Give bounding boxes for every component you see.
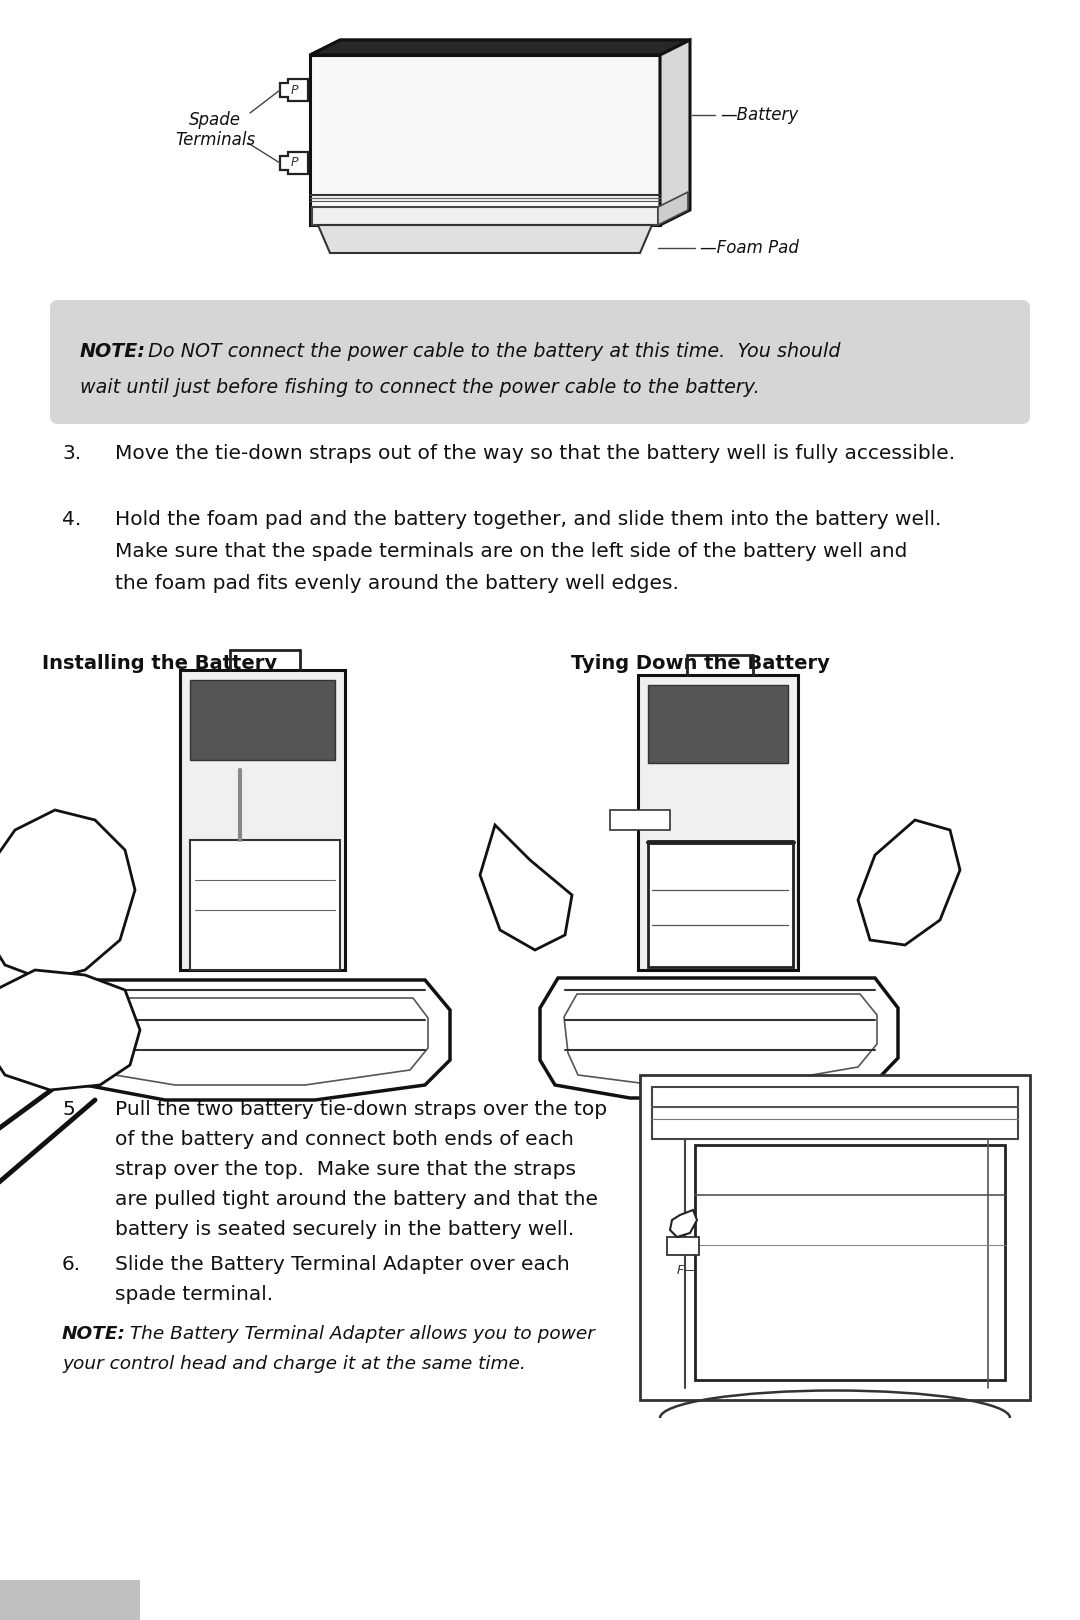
FancyBboxPatch shape <box>648 685 788 763</box>
FancyBboxPatch shape <box>652 1087 1018 1139</box>
Text: P: P <box>291 157 298 170</box>
Text: F—: F— <box>677 1264 697 1277</box>
Text: wait until just before fishing to connect the power cable to the battery.: wait until just before fishing to connec… <box>80 377 759 397</box>
Polygon shape <box>102 998 428 1085</box>
FancyBboxPatch shape <box>0 1580 140 1620</box>
FancyBboxPatch shape <box>648 842 793 967</box>
Text: NOTE:: NOTE: <box>80 342 146 361</box>
Polygon shape <box>564 995 877 1084</box>
Text: spade terminal.: spade terminal. <box>114 1285 273 1304</box>
Text: the foam pad fits evenly around the battery well edges.: the foam pad fits evenly around the batt… <box>114 573 679 593</box>
Text: your control head and charge it at the same time.: your control head and charge it at the s… <box>62 1354 526 1374</box>
Text: strap over the top.  Make sure that the straps: strap over the top. Make sure that the s… <box>114 1160 576 1179</box>
Text: Make sure that the spade terminals are on the left side of the battery well and: Make sure that the spade terminals are o… <box>114 543 907 561</box>
Polygon shape <box>75 980 450 1100</box>
Text: Do NOT connect the power cable to the battery at this time.  You should: Do NOT connect the power cable to the ba… <box>141 342 840 361</box>
Polygon shape <box>310 55 660 225</box>
Text: battery is seated securely in the battery well.: battery is seated securely in the batter… <box>114 1220 575 1239</box>
Text: The Battery Terminal Adapter allows you to power: The Battery Terminal Adapter allows you … <box>124 1325 595 1343</box>
FancyBboxPatch shape <box>640 1076 1030 1400</box>
FancyBboxPatch shape <box>667 1238 699 1256</box>
Polygon shape <box>0 810 135 980</box>
Polygon shape <box>310 40 690 55</box>
Text: —Battery: —Battery <box>720 105 798 125</box>
Text: Hold the foam pad and the battery together, and slide them into the battery well: Hold the foam pad and the battery togeth… <box>114 510 942 530</box>
FancyBboxPatch shape <box>638 676 798 970</box>
Polygon shape <box>858 820 960 944</box>
Polygon shape <box>540 978 897 1098</box>
Polygon shape <box>280 79 308 100</box>
Text: Move the tie-down straps out of the way so that the battery well is fully access: Move the tie-down straps out of the way … <box>114 444 955 463</box>
Text: NOTE:: NOTE: <box>62 1325 126 1343</box>
Polygon shape <box>310 40 690 55</box>
Text: are pulled tight around the battery and that the: are pulled tight around the battery and … <box>114 1191 598 1209</box>
Polygon shape <box>658 193 688 225</box>
Polygon shape <box>670 1210 697 1238</box>
Text: P: P <box>291 84 298 97</box>
Polygon shape <box>660 40 690 225</box>
Text: 3.: 3. <box>62 444 81 463</box>
Text: of the battery and connect both ends of each: of the battery and connect both ends of … <box>114 1131 573 1149</box>
Polygon shape <box>480 825 572 949</box>
Text: Pull the two battery tie-down straps over the top: Pull the two battery tie-down straps ove… <box>114 1100 607 1119</box>
Polygon shape <box>280 152 308 173</box>
Polygon shape <box>0 970 140 1090</box>
Text: 10: 10 <box>57 1591 82 1610</box>
Polygon shape <box>318 225 652 253</box>
Polygon shape <box>312 207 658 225</box>
Text: Installing the Battery: Installing the Battery <box>42 654 278 672</box>
FancyBboxPatch shape <box>696 1145 1005 1380</box>
Text: 4.: 4. <box>62 510 81 530</box>
FancyBboxPatch shape <box>190 841 340 970</box>
Text: 6.: 6. <box>62 1256 81 1273</box>
Text: Slide the Battery Terminal Adapter over each: Slide the Battery Terminal Adapter over … <box>114 1256 570 1273</box>
Text: Spade
Terminals: Spade Terminals <box>175 110 255 149</box>
FancyBboxPatch shape <box>190 680 335 760</box>
Text: 5.: 5. <box>62 1100 81 1119</box>
Text: —Foam Pad: —Foam Pad <box>700 240 799 258</box>
FancyBboxPatch shape <box>180 671 345 970</box>
FancyBboxPatch shape <box>610 810 670 829</box>
FancyBboxPatch shape <box>50 300 1030 424</box>
Text: Tying Down the Battery: Tying Down the Battery <box>570 654 829 672</box>
